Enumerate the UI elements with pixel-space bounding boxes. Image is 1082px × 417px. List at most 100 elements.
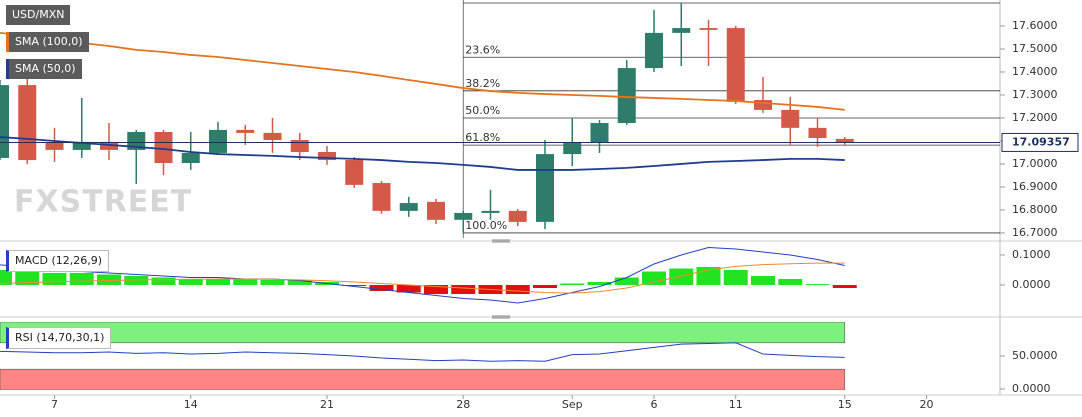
y-tick-label: 0.0000 <box>1012 278 1051 291</box>
candle-body <box>345 160 364 185</box>
y-tick-label: 16.9000 <box>1012 180 1058 193</box>
histogram-bar <box>751 275 775 285</box>
histogram-bar <box>342 284 367 286</box>
y-tick-label: 17.5000 <box>1012 42 1058 55</box>
x-tick-label: 20 <box>920 398 934 411</box>
histogram-bar <box>396 284 421 293</box>
candle-body <box>45 143 64 150</box>
candle-body <box>318 151 336 161</box>
x-tick-label: 14 <box>184 398 198 411</box>
histogram-bar <box>233 278 258 285</box>
candle-body <box>617 68 636 124</box>
fib-label: 23.6% <box>465 43 500 56</box>
y-tick-label: 16.8000 <box>1012 203 1058 216</box>
last-price-label: 17.09357 <box>1012 135 1070 148</box>
x-tick-label: 28 <box>456 398 470 411</box>
candle-body <box>645 32 663 69</box>
histogram-bar <box>805 284 830 286</box>
resize-handle[interactable] <box>492 239 510 319</box>
sma-line <box>0 31 845 111</box>
last-price-box <box>1001 132 1079 152</box>
candle-body <box>181 152 200 164</box>
candle-body <box>100 141 118 150</box>
macd-line <box>0 246 845 304</box>
x-tick-label: Sep <box>562 398 583 411</box>
x-tick-label: 15 <box>838 398 852 411</box>
candle-body <box>454 212 473 220</box>
histogram-bar <box>587 281 612 285</box>
legend-entry[interactable]: SMA (50,0) <box>6 59 82 79</box>
y-tick-label: 17.0000 <box>1012 157 1058 170</box>
histogram-bar <box>42 272 67 285</box>
histogram-bar <box>287 280 312 285</box>
y-tick-label: 0.1000 <box>1012 248 1051 261</box>
candle-body <box>427 201 445 220</box>
legend-title: USD/MXN <box>6 5 71 25</box>
y-tick-label: 17.6000 <box>1012 19 1058 32</box>
candle-body <box>808 127 827 138</box>
candle-body <box>0 85 9 158</box>
candle-body <box>835 138 854 143</box>
y-tick-label: 0.0000 <box>1012 382 1051 395</box>
histogram-bar <box>505 284 530 294</box>
fib-label: 61.8% <box>465 131 500 144</box>
sma-line <box>0 136 845 171</box>
x-tick-label: 21 <box>320 398 334 411</box>
watermark: FXSTREET <box>14 185 192 220</box>
fib-label: 100.0% <box>465 219 507 232</box>
histogram-bar <box>778 278 803 285</box>
histogram-bar <box>260 279 285 285</box>
price-plot: 23.6% 38.2% 50.0% 61.8% 100.0% <box>0 0 1000 238</box>
candle-body <box>18 85 37 161</box>
oversold-band <box>0 368 846 390</box>
histogram-bar <box>669 268 694 285</box>
y-tick-label: 16.7000 <box>1012 226 1058 239</box>
candle-body <box>563 143 582 155</box>
candle-body <box>726 28 745 102</box>
legend-title: RSI (14,70,30,1) <box>6 327 112 349</box>
rsi-plot <box>0 322 846 390</box>
candle-body <box>209 129 227 153</box>
candle-body <box>290 140 309 152</box>
histogram-bar <box>533 284 557 288</box>
candle-body <box>127 131 146 150</box>
y-tick-label: 17.4000 <box>1012 65 1058 78</box>
x-tick-label: 11 <box>729 398 743 411</box>
candle-body <box>536 154 554 222</box>
macd-plot <box>0 246 857 304</box>
candle-body <box>508 210 527 222</box>
histogram-bar <box>97 274 121 285</box>
candle-body <box>754 100 772 110</box>
price-panel <box>0 0 1000 238</box>
y-tick-label: 17.3000 <box>1012 88 1058 101</box>
histogram-bar <box>642 271 666 285</box>
rsi-line <box>0 342 845 362</box>
histogram-bar <box>206 278 230 285</box>
candle-body <box>236 129 255 133</box>
histogram-bar <box>560 283 585 285</box>
candle-body <box>372 183 391 211</box>
x-tick-label: 7 <box>51 398 58 411</box>
legend-title: MACD (12,26,9) <box>6 250 110 272</box>
histogram-bar <box>832 284 857 288</box>
histogram-bar <box>0 269 12 285</box>
candle-body <box>481 210 500 213</box>
candle-body <box>263 132 282 141</box>
fib-label: 50.0% <box>465 104 500 117</box>
candle-body <box>699 28 718 30</box>
candle-body <box>590 123 609 144</box>
candle-body <box>399 203 418 211</box>
fib-label: 38.2% <box>465 77 500 90</box>
histogram-bar <box>69 272 94 285</box>
y-tick-label: 17.2000 <box>1012 111 1058 124</box>
candle-body <box>72 141 91 150</box>
macd-line <box>0 262 845 294</box>
overbought-band <box>0 322 846 344</box>
candle-body <box>781 109 800 128</box>
x-tick-label: 6 <box>651 398 658 411</box>
histogram-bar <box>151 277 176 285</box>
y-tick-label: 50.0000 <box>1012 349 1058 362</box>
legend-entry[interactable]: SMA (100,0) <box>6 32 89 52</box>
candle-body <box>154 131 173 164</box>
